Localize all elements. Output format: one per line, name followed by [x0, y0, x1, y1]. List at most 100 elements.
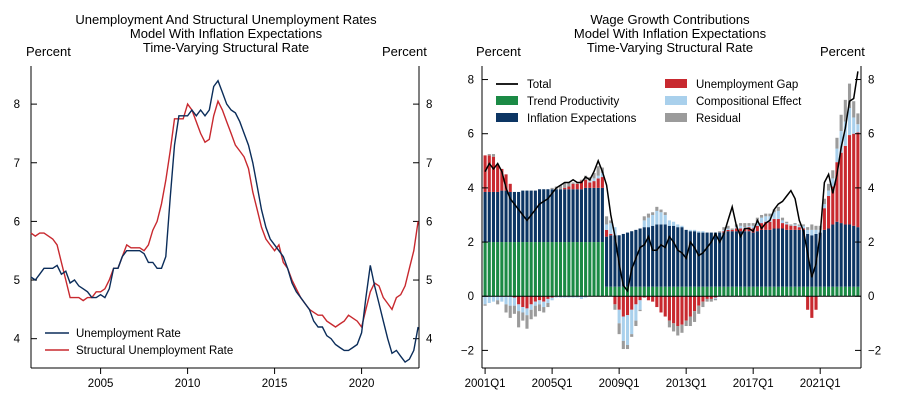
- legend-label-inflation-expectations: Inflation Expectations: [527, 113, 637, 125]
- bar-segment-inflation-expectations: [688, 231, 692, 287]
- bar-segment-trend-productivity: [789, 286, 793, 297]
- right-ytick-label-right: 0: [868, 291, 874, 303]
- bar-segment-residual: [688, 316, 692, 327]
- bar-segment-trend-productivity: [605, 286, 609, 297]
- bar-segment-inflation-expectations: [625, 232, 630, 287]
- bar-segment-unemployment-gap: [726, 229, 730, 232]
- left-ylabel-right: Percent: [382, 44, 427, 59]
- bar-segment-residual: [726, 225, 730, 229]
- bar-segment-inflation-expectations: [751, 232, 755, 287]
- bar-segment-inflation-expectations: [659, 224, 663, 287]
- bar-segment-trend-productivity: [483, 242, 487, 297]
- right-title-line-3: Time-Varying Structural Rate: [587, 40, 753, 55]
- bar-segment-compositional-effect: [508, 296, 512, 306]
- bar-segment-residual: [638, 309, 642, 312]
- bar-segment-trend-productivity: [600, 242, 604, 297]
- bar-segment-trend-productivity: [563, 242, 567, 297]
- bar-segment-unemployment-gap: [630, 296, 634, 310]
- bar-segment-residual: [667, 320, 671, 328]
- bar-segment-trend-productivity: [579, 242, 583, 297]
- bar-segment-compositional-effect: [739, 225, 743, 229]
- bar-segment-residual: [613, 304, 617, 310]
- bar-segment-residual: [810, 224, 814, 230]
- bar-segment-compositional-effect: [852, 117, 856, 134]
- bar-segment-compositional-effect: [713, 297, 718, 299]
- bar-segment-trend-productivity: [676, 286, 680, 297]
- bar-segment-inflation-expectations: [739, 231, 743, 287]
- left-xtick-label: 2010: [175, 378, 201, 390]
- bar-segment-trend-productivity: [764, 286, 768, 297]
- bar-segment-trend-productivity: [546, 242, 550, 297]
- bar-segment-compositional-effect: [550, 297, 554, 301]
- bar-segment-residual: [801, 224, 805, 226]
- bar-segment-compositional-effect: [621, 316, 625, 341]
- bar-segment-residual: [827, 183, 831, 191]
- bar-segment-inflation-expectations: [734, 231, 738, 287]
- bar-segment-unemployment-gap: [739, 228, 743, 232]
- bar-segment-inflation-expectations: [667, 225, 671, 287]
- bar-segment-inflation-expectations: [609, 235, 613, 287]
- bar-segment-compositional-effect: [567, 296, 571, 298]
- bar-segment-inflation-expectations: [680, 227, 684, 287]
- bar-segment-compositional-effect: [533, 301, 537, 306]
- bar-segment-inflation-expectations: [747, 231, 751, 287]
- bar-segment-residual: [760, 214, 764, 218]
- bar-segment-residual: [483, 304, 487, 306]
- right-ytick-label-left: 6: [468, 129, 474, 141]
- bar-segment-trend-productivity: [713, 286, 718, 297]
- bar-segment-inflation-expectations: [847, 224, 852, 287]
- bar-segment-compositional-effect: [764, 216, 768, 222]
- bar-segment-compositional-effect: [600, 172, 604, 178]
- bar-segment-residual: [550, 187, 554, 190]
- bar-segment-compositional-effect: [797, 225, 801, 228]
- bar-segment-compositional-effect: [588, 181, 592, 183]
- legend-swatch-trend-productivity: [496, 96, 518, 105]
- bar-segment-trend-productivity: [760, 286, 764, 297]
- right-ytick-label-right: −2: [868, 345, 881, 357]
- bar-segment-trend-productivity: [785, 286, 789, 297]
- bar-segment-compositional-effect: [672, 221, 676, 226]
- left-ytick-label-right: 7: [426, 158, 432, 170]
- bar-segment-compositional-effect: [575, 296, 579, 298]
- legend-label-structural: Structural Unemployment Rate: [76, 345, 233, 357]
- bar-segment-trend-productivity: [831, 286, 835, 297]
- bar-segment-residual: [491, 154, 496, 157]
- bar-segment-trend-productivity: [751, 286, 755, 297]
- bar-segment-inflation-expectations: [584, 187, 588, 243]
- bar-segment-unemployment-gap: [847, 135, 852, 225]
- bar-segment-residual: [579, 179, 583, 182]
- bar-segment-unemployment-gap: [659, 296, 663, 313]
- left-xtick-label: 2020: [349, 378, 375, 390]
- right-title-line-1: Wage Growth Contributions: [590, 12, 750, 27]
- left-xtick-label: 2005: [88, 378, 114, 390]
- bar-segment-unemployment-gap: [697, 296, 701, 306]
- bar-segment-trend-productivity: [567, 242, 571, 297]
- bar-segment-residual: [605, 216, 609, 225]
- bar-segment-unemployment-gap: [563, 187, 567, 190]
- bar-segment-unemployment-gap: [705, 296, 709, 299]
- bar-segment-trend-productivity: [734, 286, 738, 297]
- legend-label-compositional-effect: Compositional Effect: [696, 96, 802, 108]
- bar-segment-trend-productivity: [768, 286, 772, 297]
- bar-segment-unemployment-gap: [529, 296, 533, 305]
- bar-segment-compositional-effect: [835, 148, 839, 163]
- bar-segment-residual: [789, 224, 793, 226]
- bar-segment-inflation-expectations: [588, 187, 592, 243]
- bar-segment-compositional-effect: [625, 315, 630, 345]
- bar-segment-residual: [835, 137, 839, 149]
- bar-segment-trend-productivity: [684, 286, 688, 297]
- bar-segment-compositional-effect: [571, 296, 575, 298]
- bar-segment-trend-productivity: [801, 286, 805, 297]
- bar-segment-compositional-effect: [747, 225, 751, 228]
- bar-segment-unemployment-gap: [609, 233, 613, 236]
- bar-segment-unemployment-gap: [785, 224, 789, 230]
- bar-segment-trend-productivity: [500, 242, 504, 297]
- bar-segment-compositional-effect: [517, 304, 521, 312]
- bar-segment-compositional-effect: [613, 227, 617, 236]
- bar-segment-trend-productivity: [642, 286, 646, 297]
- bar-segment-compositional-effect: [847, 107, 852, 136]
- right-ytick-label-right: 8: [868, 75, 874, 87]
- bar-segment-unemployment-gap: [504, 174, 508, 191]
- bar-segment-unemployment-gap: [856, 132, 860, 228]
